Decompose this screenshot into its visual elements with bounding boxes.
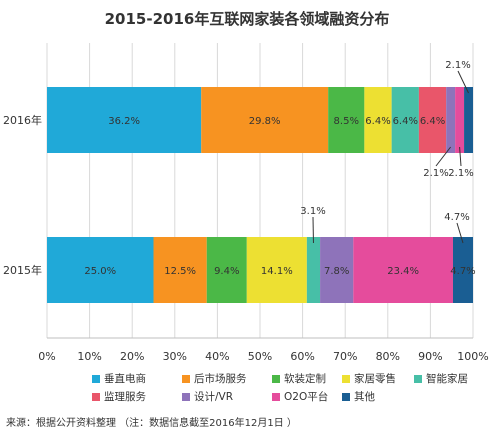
data-label: 3.1% [300,206,325,217]
legend-swatch [182,375,190,383]
x-tick-label: 80% [376,350,400,363]
x-tick-label: 70% [333,350,357,363]
data-label: 9.4% [214,266,239,277]
source-note: 来源：根据公开资料整理 （注：数据信息截至2016年12月1日 ） [6,414,297,429]
data-label: 8.5% [334,116,359,127]
chart-title: 2015-2016年互联网家装各领域融资分布 [105,10,390,28]
category-label: 2016年 [3,113,42,127]
x-tick-label: 0% [38,350,55,363]
category-label: 2015年 [3,263,42,277]
data-label: 25.0% [84,266,116,277]
data-label: 7.8% [324,266,349,277]
bar-segment [446,87,455,153]
legend-item: 软装定制 [272,371,342,386]
x-tick-label: 10% [77,350,101,363]
x-tick-label: 90% [418,350,442,363]
data-label: 2.1% [423,168,448,179]
x-tick-label: 50% [248,350,272,363]
x-axis: 0% 10% 20% 30% 40% 50% 60% 70% 80% 90% 100% [38,338,488,363]
data-label: 6.4% [365,116,390,127]
legend-label: 家居零售 [354,371,396,386]
legend-swatch [414,375,422,383]
data-label: 29.8% [249,116,281,127]
bar-segment [307,237,320,303]
legend-item: O2O平台 [272,389,342,404]
data-label: 2.1% [448,168,473,179]
legend-swatch [182,393,190,401]
legend-label: 垂直电商 [104,371,146,386]
data-label: 6.4% [393,116,418,127]
legend-label: O2O平台 [284,389,328,404]
legend-swatch [92,375,100,383]
legend-label: 其他 [354,389,375,404]
data-label: 23.4% [387,266,419,277]
legend-item: 设计/VR [182,389,272,404]
legend-swatch [342,375,350,383]
legend-label: 智能家居 [426,371,468,386]
legend-swatch [272,375,280,383]
legend-item: 垂直电商 [92,371,182,386]
data-label: 2.1% [445,60,470,71]
legend-item: 智能家居 [414,371,484,386]
bar-segment [464,87,473,153]
legend-label: 软装定制 [284,371,326,386]
legend: 垂直电商 后市场服务 软装定制 家居零售 智能家居监理服务 设计/VR O2O平台 其他 [92,371,482,404]
x-tick-label: 20% [120,350,144,363]
legend-item: 监理服务 [92,389,182,404]
legend-label: 设计/VR [194,389,233,404]
data-label: 4.7% [444,212,469,223]
x-tick-label: 40% [205,350,229,363]
legend-item: 后市场服务 [182,371,272,386]
legend-swatch [272,393,280,401]
bar-segment [455,87,464,153]
legend-label: 监理服务 [104,389,146,404]
data-label: 6.4% [420,116,445,127]
legend-item: 其他 [342,389,414,404]
x-tick-label: 30% [163,350,187,363]
legend-item: 家居零售 [342,371,414,386]
legend-swatch [342,393,350,401]
data-label: 12.5% [164,266,196,277]
data-label: 4.7% [450,266,475,277]
x-tick-label: 60% [290,350,314,363]
x-tick-label: 100% [457,350,488,363]
data-label: 14.1% [261,266,293,277]
y-axis: 2016年 2015年 [3,113,42,277]
legend-swatch [92,393,100,401]
legend-label: 后市场服务 [194,371,247,386]
data-label: 36.2% [108,116,140,127]
